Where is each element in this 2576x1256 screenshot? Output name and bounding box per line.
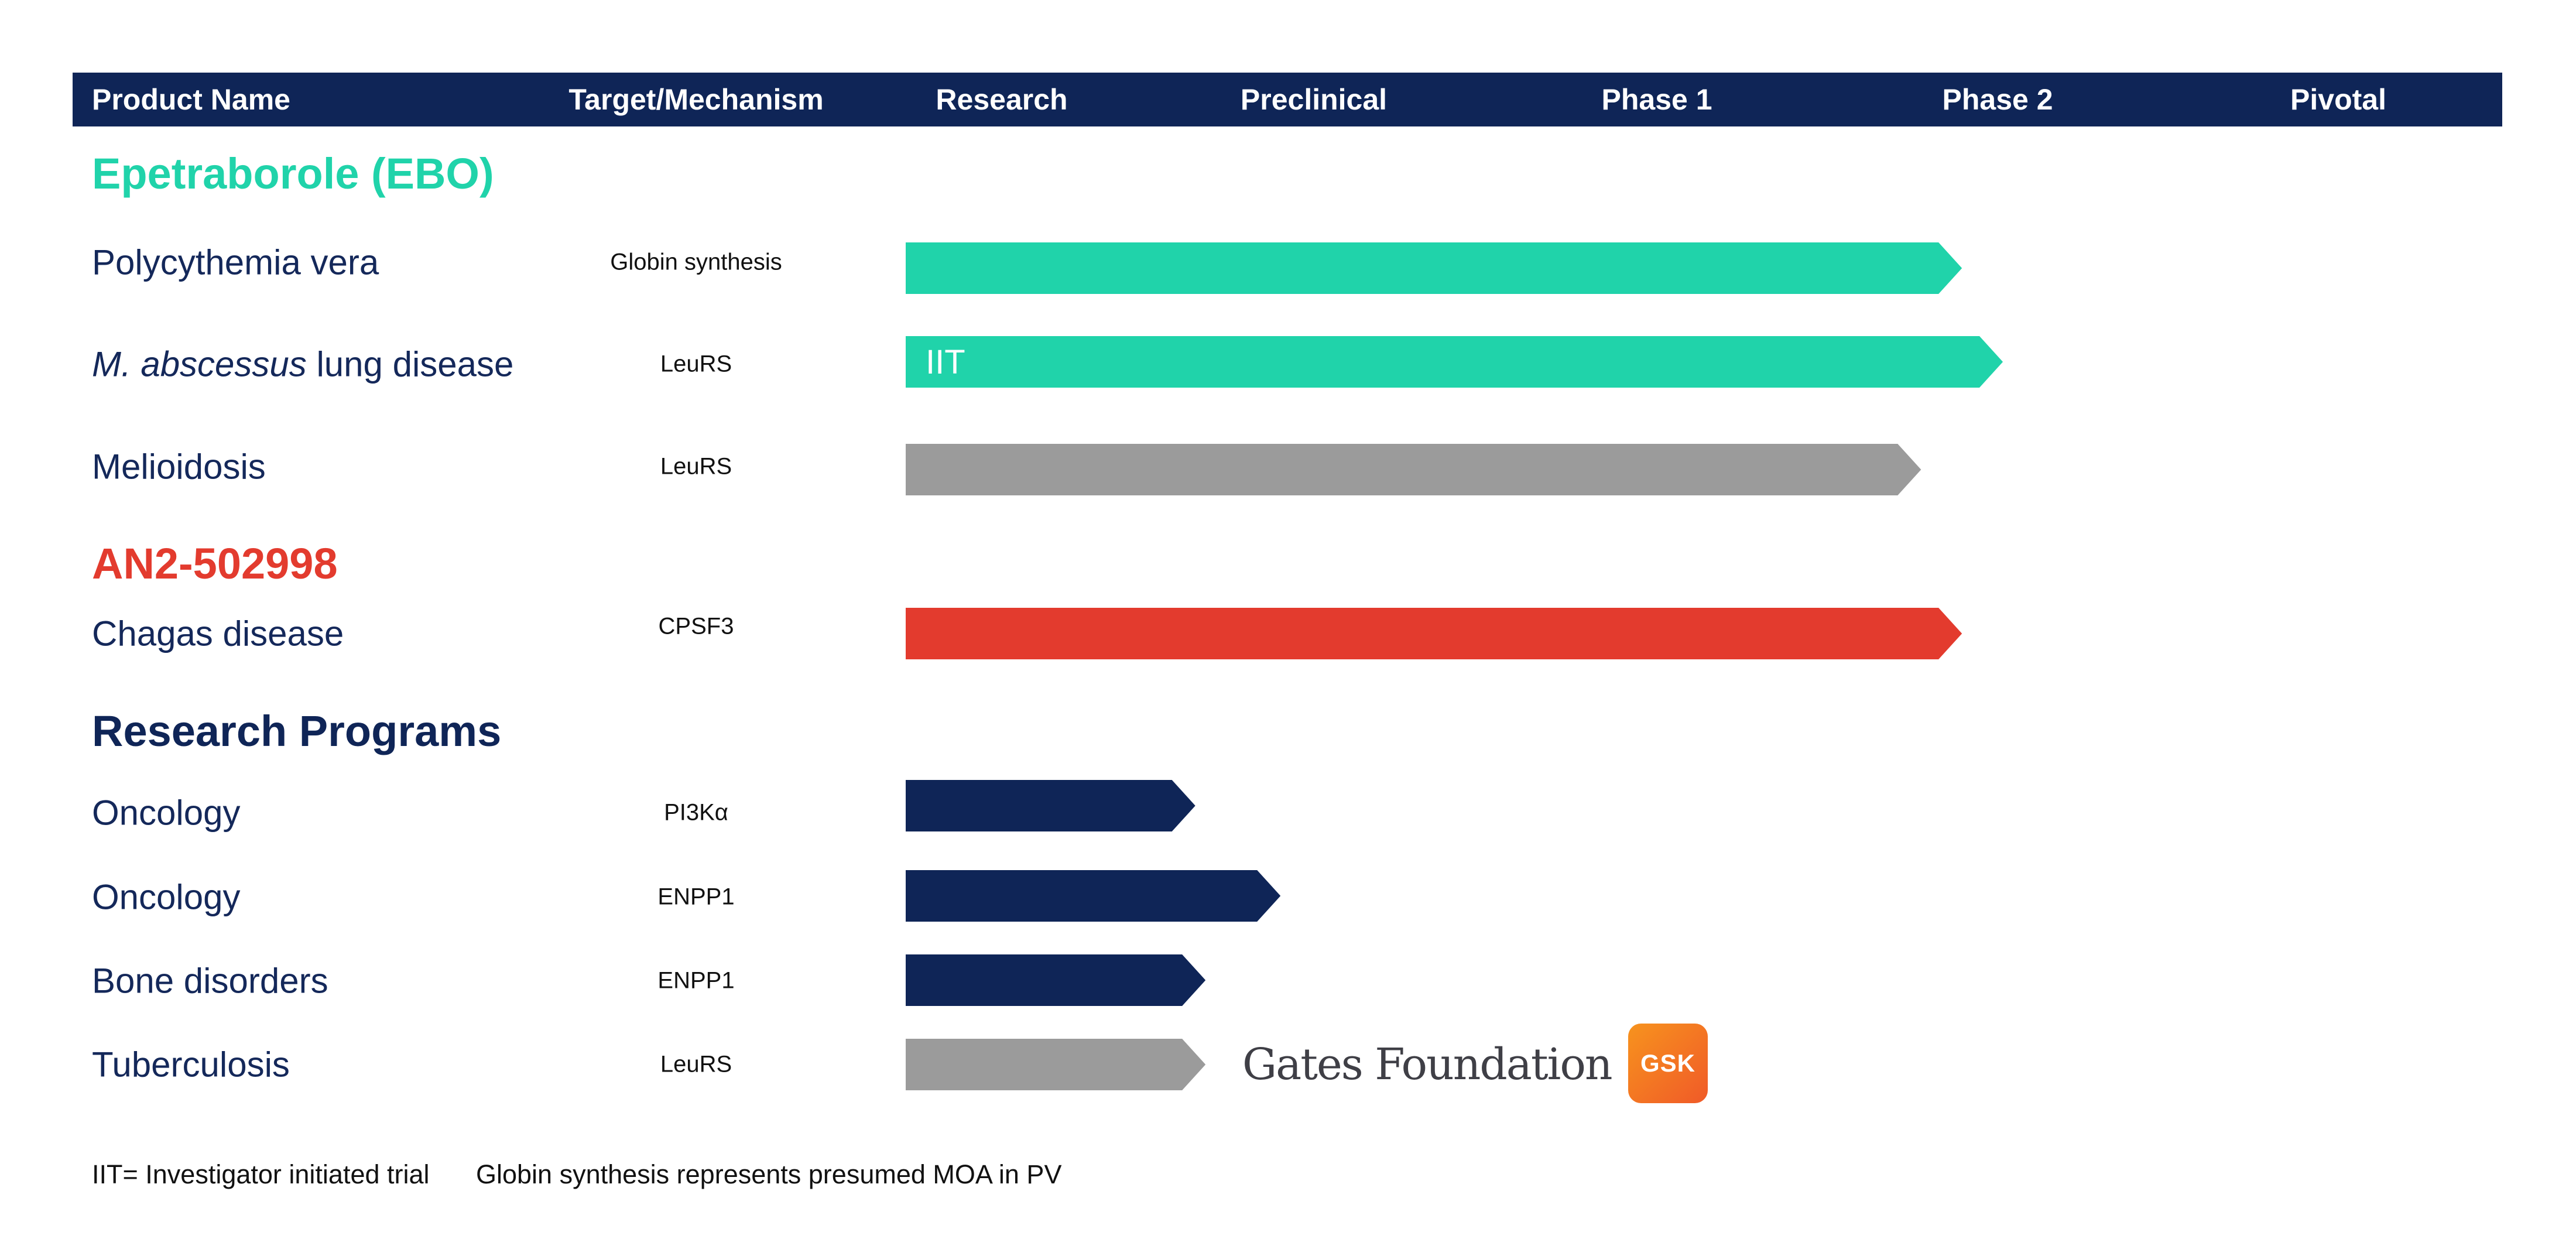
mechanism-polycythemia-vera: Globin synthesis (610, 249, 782, 275)
mechanism-oncology-pi3k: PI3Kα (664, 799, 728, 826)
header-stage-phase2: Phase 2 (1942, 83, 2053, 116)
group-title-epetraborole: Epetraborole (EBO) (92, 149, 494, 198)
footnote-iit: IIT= Investigator initiated trial (92, 1159, 430, 1189)
row-label-m-abscessus: M. abscessus lung disease (92, 344, 514, 384)
row-label-oncology-pi3k: Oncology (92, 793, 241, 833)
bar-bone-disorders (906, 954, 1206, 1006)
bar-melioidosis (906, 444, 1921, 495)
header-target-mechanism: Target/Mechanism (568, 83, 824, 116)
bar-tuberculosis (906, 1039, 1206, 1090)
group-title-research-programs: Research Programs (92, 707, 502, 755)
mechanism-chagas-disease: CPSF3 (658, 613, 734, 639)
row-label-italic: M. abscessus (92, 344, 307, 384)
row-label-melioidosis: Melioidosis (92, 447, 266, 487)
bar-label-m-abscessus-lung-disease: IIT (926, 343, 965, 381)
group-title-an2-502998: AN2-502998 (92, 539, 338, 588)
header-stage-research: Research (936, 83, 1068, 116)
row-label-chagas-disease: Chagas disease (92, 614, 344, 653)
bar-m-abscessus-lung-disease (906, 336, 2003, 388)
row-label-oncology-enpp1: Oncology (92, 877, 241, 917)
footnote-globin: Globin synthesis represents presumed MOA… (476, 1159, 1062, 1189)
bar-oncology-pi3k (906, 780, 1195, 831)
header-stage-phase1: Phase 1 (1601, 83, 1712, 116)
mechanism-melioidosis: LeuRS (660, 453, 732, 480)
header-product-name: Product Name (92, 83, 290, 116)
row-label-tuberculosis: Tuberculosis (92, 1045, 290, 1084)
bar-oncology-enpp1 (906, 870, 1281, 922)
mechanism-m-abscessus: LeuRS (660, 351, 732, 377)
mechanism-bone-disorders: ENPP1 (657, 967, 735, 994)
gates-foundation-logo: Gates Foundation (1242, 1039, 1613, 1090)
header-stage-pivotal: Pivotal (2290, 83, 2386, 116)
pipeline-header: Product Name Target/Mechanism Research P… (73, 73, 2502, 126)
row-label-polycythemia-vera: Polycythemia vera (92, 242, 379, 282)
mechanism-tuberculosis: LeuRS (660, 1051, 732, 1077)
bar-chagas-disease (906, 608, 1962, 659)
header-stage-preclinical: Preclinical (1240, 83, 1388, 116)
mechanism-oncology-enpp1: ENPP1 (657, 884, 735, 910)
gsk-logo: GSK (1628, 1024, 1708, 1103)
bar-polycythemia-vera (906, 242, 1962, 294)
row-label-bone-disorders: Bone disorders (92, 961, 328, 1001)
